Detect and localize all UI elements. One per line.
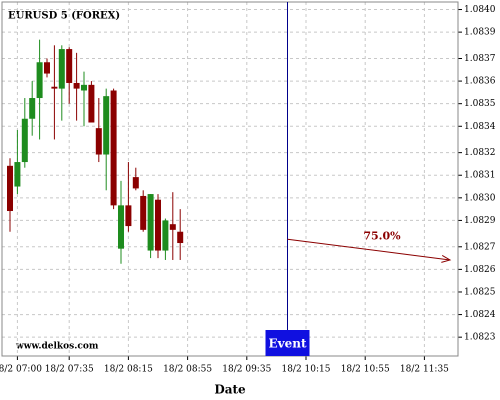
y-tick-label: 1.0829 <box>464 216 496 226</box>
candle-body <box>21 118 28 163</box>
y-tick-label: 1.0827 <box>464 242 496 252</box>
candle-body <box>132 177 139 189</box>
candle-body <box>103 96 110 155</box>
event-box <box>265 330 310 356</box>
y-tick-label: 1.0834 <box>464 122 496 132</box>
x-tick-label: 18/2 10:15 <box>281 365 330 375</box>
y-tick-label: 1.0836 <box>464 77 496 87</box>
candle-body <box>155 199 161 251</box>
candle-body <box>88 84 95 123</box>
candle-body <box>81 84 87 91</box>
x-tick-label: 18/2 07:35 <box>45 365 94 375</box>
chart-title: EURUSD 5 (FOREX) <box>8 11 120 22</box>
candle-body <box>66 49 73 83</box>
plot-frame <box>1 1 459 357</box>
y-tick-label: 1.0832 <box>464 148 496 158</box>
y-tick-label: 1.0831 <box>464 171 496 181</box>
candle-body <box>14 162 21 187</box>
x-tick-label: 18/2 11:35 <box>400 365 449 375</box>
candle-body <box>177 231 184 244</box>
candle-body <box>51 86 58 89</box>
x-tick-label: 18/2 09:35 <box>222 365 271 375</box>
candle-body <box>125 205 132 227</box>
event-label: Event <box>268 337 306 351</box>
candle-body <box>147 194 154 251</box>
y-tick-label: 1.0837 <box>464 54 496 64</box>
y-tick-label: 1.0839 <box>464 28 496 38</box>
y-tick-label: 1.0823 <box>464 333 496 343</box>
x-tick-label: 18/2 10:55 <box>341 365 390 375</box>
candle-body <box>29 98 36 119</box>
forecast-arrow <box>287 238 451 261</box>
watermark: www.delkos.com <box>15 342 99 352</box>
candle-body <box>110 90 117 206</box>
candle-body <box>95 128 102 155</box>
candle-body <box>7 165 13 212</box>
candle-body <box>169 224 176 230</box>
x-axis-label: Date <box>214 383 246 397</box>
x-tick-label: 18/2 07:00 <box>0 365 42 375</box>
y-tick-label: 1.0825 <box>464 287 496 297</box>
candle-body <box>118 205 124 249</box>
y-tick-label: 1.0826 <box>464 265 496 275</box>
x-tick-label: 18/2 08:55 <box>163 365 212 375</box>
arrow-head <box>441 255 452 263</box>
candle-body <box>44 62 50 74</box>
x-tick-label: 18/2 08:15 <box>104 365 153 375</box>
y-tick-label: 1.0824 <box>464 310 496 320</box>
y-tick-label: 1.0835 <box>464 99 496 109</box>
candle-body <box>36 62 43 99</box>
candle-body <box>58 49 65 89</box>
y-tick-label: 1.0830 <box>464 193 496 203</box>
y-tick-label: 1.0840 <box>464 5 496 15</box>
candle-body <box>140 195 147 230</box>
forecast-label: 75.0% <box>363 230 401 243</box>
candle-body <box>73 82 80 89</box>
candle-body <box>162 220 169 251</box>
